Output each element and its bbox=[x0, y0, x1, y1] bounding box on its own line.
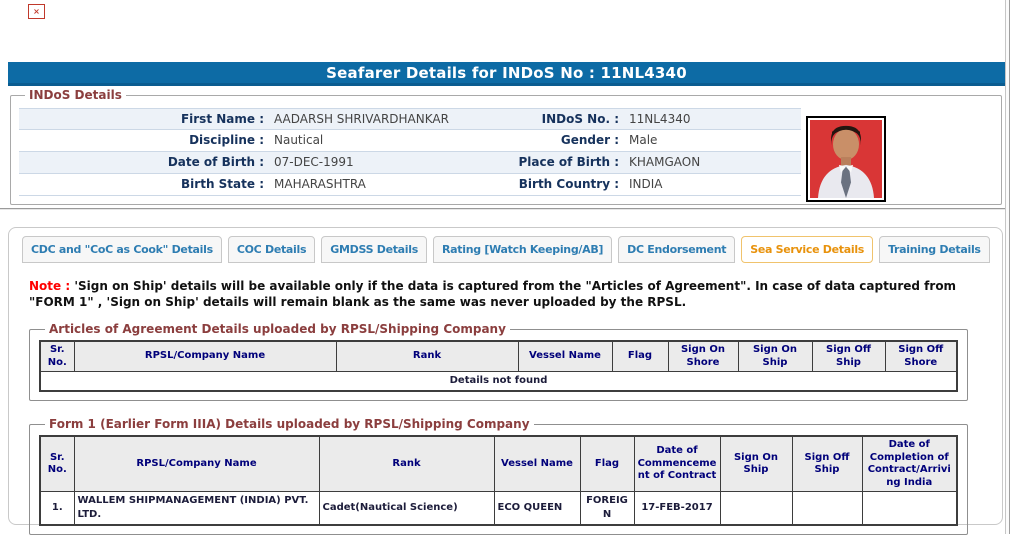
birth-country-label: Birth Country : bbox=[518, 177, 619, 191]
place-of-birth-label: Place of Birth : bbox=[518, 155, 619, 169]
tab-sea-service-details[interactable]: Sea Service Details bbox=[741, 236, 874, 263]
tab-gmdss-details[interactable]: GMDSS Details bbox=[321, 236, 427, 263]
header-date-of-completion: Date of Completion of Contract/Arriving … bbox=[861, 435, 958, 493]
cell-date-of-commencement: 17-FEB-2017 bbox=[633, 491, 721, 526]
cell-date-of-completion bbox=[861, 491, 958, 526]
broken-image-icon: × bbox=[28, 4, 45, 19]
header-date-of-commencement: Date of Commencement of Contract bbox=[633, 435, 721, 493]
scrollbar-track[interactable] bbox=[1005, 0, 1010, 534]
seafarer-photo bbox=[806, 116, 886, 202]
form1-table: Sr. No. RPSL/Company Name Rank Vessel Na… bbox=[39, 435, 958, 527]
header-sign-off-ship: Sign Off Ship bbox=[811, 340, 886, 373]
indos-fields: First Name : AADARSH SHRIVARDHANKAR INDo… bbox=[19, 108, 801, 196]
indos-no-label: INDoS No. : bbox=[541, 112, 619, 126]
horizontal-divider bbox=[0, 208, 1005, 210]
discipline-value: Nautical bbox=[274, 133, 324, 147]
note-text: 'Sign on Ship' details will be available… bbox=[29, 279, 957, 309]
cell-sign-on-ship bbox=[719, 491, 793, 526]
note-label: Note : bbox=[29, 279, 71, 293]
tab-dc-endorsement[interactable]: DC Endorsement bbox=[618, 236, 736, 263]
discipline-label: Discipline : bbox=[189, 133, 264, 147]
header-sign-on-ship: Sign On Ship bbox=[737, 340, 813, 373]
articles-of-agreement-legend: Articles of Agreement Details uploaded b… bbox=[49, 322, 506, 337]
cell-vessel-name: ECO QUEEN bbox=[493, 491, 581, 526]
header-rank: Rank bbox=[335, 340, 519, 373]
first-name-value: AADARSH SHRIVARDHANKAR bbox=[274, 112, 449, 126]
page-title: Seafarer Details for INDoS No : 11NL4340 bbox=[326, 63, 687, 82]
indos-no-value: 11NL4340 bbox=[629, 112, 691, 126]
details-not-found-message: Details not found bbox=[39, 371, 958, 392]
first-name-label: First Name : bbox=[180, 112, 264, 126]
header-vessel-name: Vessel Name bbox=[517, 340, 613, 373]
cell-sign-off-ship bbox=[791, 491, 863, 526]
header-sign-off-ship: Sign Off Ship bbox=[791, 435, 863, 493]
cell-rank: Cadet(Nautical Science) bbox=[318, 491, 495, 526]
header-rank: Rank bbox=[318, 435, 495, 493]
sign-on-ship-note: Note : 'Sign on Ship' details will be av… bbox=[29, 279, 988, 310]
gender-label: Gender : bbox=[560, 133, 619, 147]
table-header-row: Sr. No. RPSL/Company Name Rank Vessel Na… bbox=[39, 435, 958, 493]
header-sr-no: Sr. No. bbox=[39, 435, 75, 493]
cell-sr-no: 1. bbox=[39, 491, 75, 526]
date-of-birth-value: 07-DEC-1991 bbox=[274, 155, 354, 169]
indos-details-section: INDoS Details First Name : AADARSH SHRIV… bbox=[10, 88, 1002, 205]
articles-of-agreement-table: Sr. No. RPSL/Company Name Rank Vessel Na… bbox=[39, 340, 958, 393]
birth-state-label: Birth State : bbox=[181, 177, 264, 191]
header-sign-on-ship: Sign On Ship bbox=[719, 435, 793, 493]
seafarer-photo-image bbox=[810, 120, 882, 198]
birth-country-value: INDIA bbox=[629, 177, 663, 191]
header-sr-no: Sr. No. bbox=[39, 340, 75, 373]
tab-bar: CDC and "CoC as Cook" Details COC Detail… bbox=[9, 228, 1002, 263]
tab-panel: CDC and "CoC as Cook" Details COC Detail… bbox=[8, 227, 1003, 535]
date-of-birth-label: Date of Birth : bbox=[167, 155, 264, 169]
header-vessel-name: Vessel Name bbox=[493, 435, 581, 493]
indos-row: Date of Birth : 07-DEC-1991 Place of Bir… bbox=[19, 152, 801, 174]
cell-flag: FOREIGN bbox=[579, 491, 635, 526]
articles-of-agreement-section: Articles of Agreement Details uploaded b… bbox=[29, 322, 968, 402]
table-header-row: Sr. No. RPSL/Company Name Rank Vessel Na… bbox=[39, 340, 958, 373]
header-sign-off-shore: Sign Off Shore bbox=[884, 340, 958, 373]
tab-rating-watch-keeping-ab[interactable]: Rating [Watch Keeping/AB] bbox=[433, 236, 613, 263]
page-title-bar: Seafarer Details for INDoS No : 11NL4340 bbox=[8, 62, 1005, 86]
form1-legend: Form 1 (Earlier Form IIIA) Details uploa… bbox=[49, 417, 530, 432]
indos-details-legend: INDoS Details bbox=[29, 88, 122, 102]
place-of-birth-value: KHAMGAON bbox=[629, 155, 701, 169]
table-empty-row: Details not found bbox=[39, 371, 958, 392]
header-sign-on-shore: Sign On Shore bbox=[667, 340, 739, 373]
header-flag: Flag bbox=[611, 340, 669, 373]
header-rpsl-company-name: RPSL/Company Name bbox=[73, 435, 320, 493]
cell-rpsl-company-name: WALLEM SHIPMANAGEMENT (INDIA) PVT. LTD. bbox=[73, 491, 320, 526]
indos-row: Birth State : MAHARASHTRA Birth Country … bbox=[19, 174, 801, 196]
header-rpsl-company-name: RPSL/Company Name bbox=[73, 340, 337, 373]
form1-section: Form 1 (Earlier Form IIIA) Details uploa… bbox=[29, 417, 968, 535]
indos-row: Discipline : Nautical Gender : Male bbox=[19, 130, 801, 152]
tab-coc-details[interactable]: COC Details bbox=[227, 236, 316, 263]
tab-training-details[interactable]: Training Details bbox=[879, 236, 990, 263]
indos-row: First Name : AADARSH SHRIVARDHANKAR INDo… bbox=[19, 108, 801, 130]
gender-value: Male bbox=[629, 133, 658, 147]
header-flag: Flag bbox=[579, 435, 635, 493]
table-row: 1. WALLEM SHIPMANAGEMENT (INDIA) PVT. LT… bbox=[39, 491, 958, 526]
birth-state-value: MAHARASHTRA bbox=[274, 177, 366, 191]
tab-cdc-coc-as-cook-details[interactable]: CDC and "CoC as Cook" Details bbox=[22, 236, 222, 263]
